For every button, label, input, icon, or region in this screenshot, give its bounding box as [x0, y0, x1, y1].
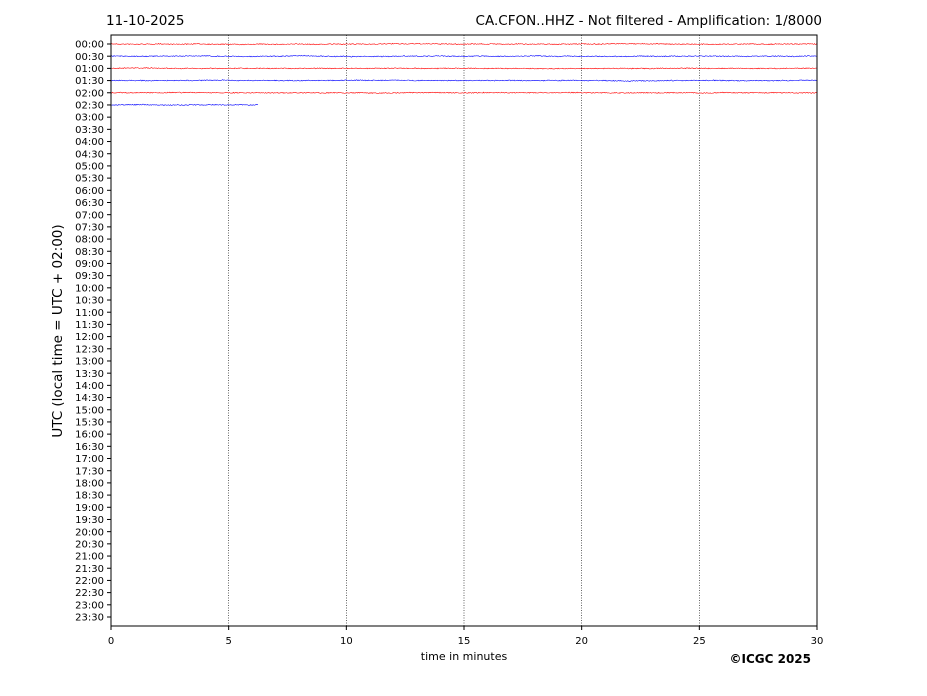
y-tick-label: 21:30	[75, 564, 104, 575]
x-tick-label: 5	[225, 636, 231, 647]
y-tick-label: 17:30	[75, 466, 104, 477]
y-tick-label: 20:30	[75, 539, 104, 550]
trace-0130	[110, 79, 817, 82]
y-tick-label: 03:30	[75, 125, 104, 136]
y-tick-label: 08:00	[75, 235, 104, 246]
x-tick-label: 30	[811, 636, 824, 647]
y-tick-label: 05:00	[75, 162, 104, 173]
x-tick-label: 0	[108, 636, 114, 647]
grid-lines	[228, 35, 700, 626]
y-tick-label: 16:00	[75, 430, 104, 441]
trace-0000	[110, 42, 817, 46]
y-tick-label: 23:00	[75, 600, 104, 611]
y-tick-label: 11:00	[75, 308, 104, 319]
trace-0230	[110, 103, 259, 106]
y-tick-label: 17:00	[75, 454, 104, 465]
y-tick-label: 22:30	[75, 588, 104, 599]
copyright: ©ICGC 2025	[729, 652, 811, 666]
y-tick-label: 11:30	[75, 320, 104, 331]
y-tick-label: 07:00	[75, 210, 104, 221]
chart-date: 11-10-2025	[106, 13, 184, 29]
y-tick-label: 14:00	[75, 381, 104, 392]
x-axis-label: time in minutes	[421, 650, 508, 663]
trace-0030	[110, 54, 817, 58]
y-axis-label: UTC (local time = UTC + 02:00)	[50, 224, 66, 437]
y-tick-label: 02:00	[75, 88, 104, 99]
y-tick-label: 21:00	[75, 552, 104, 563]
y-tick-label: 08:30	[75, 247, 104, 258]
y-tick-label: 19:00	[75, 503, 104, 514]
seismic-traces	[110, 42, 817, 106]
y-tick-label: 18:30	[75, 491, 104, 502]
x-axis: 0 5 10 15 20 25 30	[108, 626, 824, 647]
x-tick-label: 25	[693, 636, 706, 647]
y-tick-label: 23:30	[75, 613, 104, 624]
x-tick-label: 20	[575, 636, 588, 647]
y-tick-label: 18:00	[75, 478, 104, 489]
y-tick-label: 00:00	[75, 40, 104, 51]
y-tick-label: 09:00	[75, 259, 104, 270]
y-tick-label: 04:30	[75, 149, 104, 160]
y-tick-label: 05:30	[75, 174, 104, 185]
y-tick-label: 07:30	[75, 222, 104, 233]
y-tick-label: 14:30	[75, 393, 104, 404]
y-tick-label: 06:30	[75, 198, 104, 209]
y-tick-label: 01:30	[75, 76, 104, 87]
y-tick-label: 04:00	[75, 137, 104, 148]
y-tick-label: 13:30	[75, 369, 104, 380]
x-tick-label: 15	[458, 636, 471, 647]
y-tick-label: 10:00	[75, 283, 104, 294]
y-tick-label: 00:30	[75, 52, 104, 63]
y-tick-label: 06:00	[75, 186, 104, 197]
y-tick-label: 22:00	[75, 576, 104, 587]
y-tick-label: 19:30	[75, 515, 104, 526]
y-tick-label: 02:30	[75, 101, 104, 112]
y-tick-label: 16:30	[75, 442, 104, 453]
trace-0100	[110, 67, 817, 70]
y-tick-label: 13:00	[75, 357, 104, 368]
y-tick-label: 20:00	[75, 527, 104, 538]
x-tick-label: 10	[340, 636, 353, 647]
y-tick-label: 09:30	[75, 271, 104, 282]
chart-title: CA.CFON..HHZ - Not filtered - Amplificat…	[476, 13, 822, 29]
y-tick-label: 12:00	[75, 332, 104, 343]
y-tick-label: 12:30	[75, 344, 104, 355]
y-tick-label: 10:30	[75, 296, 104, 307]
y-tick-label: 01:00	[75, 64, 104, 75]
y-tick-label: 15:00	[75, 405, 104, 416]
y-tick-label: 15:30	[75, 418, 104, 429]
trace-0200	[110, 91, 817, 94]
y-tick-label: 03:00	[75, 113, 104, 124]
